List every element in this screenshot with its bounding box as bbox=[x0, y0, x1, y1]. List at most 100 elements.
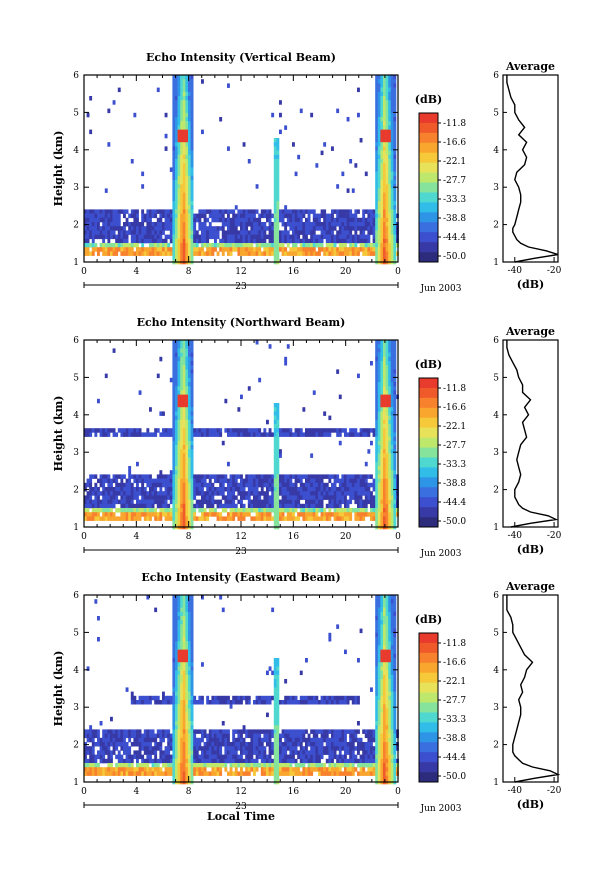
colorbar-swatch bbox=[419, 142, 438, 154]
date-label: Jun 2003 bbox=[420, 804, 462, 814]
average-y-label: 4 bbox=[493, 411, 499, 421]
x-tick-label: 8 bbox=[186, 532, 192, 542]
y-tick-label: 5 bbox=[73, 628, 79, 638]
y-axis-label: Height (km) bbox=[52, 651, 65, 727]
colorbar-label: -16.6 bbox=[443, 658, 466, 668]
day-label: 23 bbox=[235, 802, 247, 812]
colorbar-swatch bbox=[419, 202, 438, 213]
average-frame bbox=[502, 74, 559, 263]
colorbar-swatch bbox=[419, 242, 438, 253]
average-y-label: 2 bbox=[493, 741, 499, 751]
average-title: Average bbox=[505, 580, 555, 593]
average-x-axis-label: (dB) bbox=[517, 798, 544, 811]
colorbar-label: -33.3 bbox=[443, 195, 466, 205]
colorbar-swatch bbox=[419, 732, 438, 743]
colorbar-label: -33.3 bbox=[443, 460, 466, 470]
panel-2: Echo Intensity (Northward Beam) 1 2 3 4 5 6 Hei… bbox=[52, 316, 562, 559]
x-tick-label: 12 bbox=[235, 267, 246, 277]
colorbar-swatch bbox=[419, 722, 438, 733]
heatmap-cells bbox=[84, 340, 399, 530]
colorbar-label: -27.7 bbox=[443, 696, 466, 706]
average-y-label: 5 bbox=[493, 108, 499, 118]
x-tick-label: 20 bbox=[340, 532, 352, 542]
colorbar-swatch bbox=[419, 702, 438, 713]
x-tick-label: 8 bbox=[186, 267, 192, 277]
x-tick-label: 0 bbox=[395, 267, 401, 277]
colorbar-swatch bbox=[419, 182, 438, 193]
colorbar-label: -27.7 bbox=[443, 441, 466, 451]
y-tick-label: 5 bbox=[73, 373, 79, 383]
y-tick-label: 6 bbox=[73, 591, 79, 601]
average-x-label: -20 bbox=[547, 531, 562, 541]
average-x-label: -40 bbox=[508, 531, 523, 541]
x-tick-label: 20 bbox=[340, 787, 352, 797]
heatmap-cells bbox=[84, 595, 399, 785]
colorbar-swatch bbox=[419, 517, 438, 528]
y-tick-label: 2 bbox=[73, 221, 79, 231]
colorbar-swatch bbox=[419, 682, 438, 693]
y-tick-label: 6 bbox=[73, 336, 79, 346]
x-tick-label: 16 bbox=[288, 267, 300, 277]
average-frame bbox=[502, 339, 559, 528]
date-label: Jun 2003 bbox=[420, 549, 462, 559]
y-tick-label: 3 bbox=[73, 448, 79, 458]
colorbar-swatch bbox=[419, 232, 438, 243]
colorbar-swatch bbox=[419, 692, 438, 703]
colorbar-swatch bbox=[419, 487, 438, 498]
y-tick-label: 1 bbox=[73, 523, 79, 533]
average-y-label: 4 bbox=[493, 666, 499, 676]
colorbar-label: -33.3 bbox=[443, 715, 466, 725]
colorbar-swatch bbox=[419, 633, 438, 644]
x-tick-label: 4 bbox=[133, 267, 139, 277]
colorbar-swatch bbox=[419, 772, 438, 783]
colorbar-label: -38.8 bbox=[443, 214, 466, 224]
average-y-label: 6 bbox=[493, 591, 499, 601]
colorbar-swatch bbox=[419, 407, 438, 419]
average-y-label: 5 bbox=[493, 628, 499, 638]
colorbar-swatch bbox=[419, 378, 438, 389]
x-tick-label: 4 bbox=[133, 532, 139, 542]
average-y-label: 1 bbox=[493, 778, 499, 788]
y-axis-label: Height (km) bbox=[52, 396, 65, 472]
average-y-label: 6 bbox=[493, 336, 499, 346]
panel-title: Echo Intensity (Vertical Beam) bbox=[146, 51, 336, 64]
colorbar-swatch bbox=[419, 222, 438, 233]
colorbar-label: -16.6 bbox=[443, 403, 466, 413]
colorbar-swatch bbox=[419, 427, 438, 438]
x-tick-label: 0 bbox=[395, 787, 401, 797]
average-y-label: 3 bbox=[493, 183, 499, 193]
average-x-label: -40 bbox=[508, 786, 523, 796]
y-tick-label: 4 bbox=[73, 666, 79, 676]
colorbar-swatch bbox=[419, 212, 438, 223]
average-x-label: -20 bbox=[547, 786, 562, 796]
y-tick-label: 1 bbox=[73, 258, 79, 268]
colorbar-label: -50.0 bbox=[443, 517, 466, 527]
average-title: Average bbox=[505, 325, 555, 338]
y-tick-label: 2 bbox=[73, 486, 79, 496]
colorbar-label: -11.8 bbox=[443, 119, 466, 129]
x-tick-label: 0 bbox=[395, 532, 401, 542]
average-x-axis-label: (dB) bbox=[517, 278, 544, 291]
colorbar-swatch bbox=[419, 672, 438, 683]
x-tick-label: 16 bbox=[288, 787, 300, 797]
x-axis-label: Local Time bbox=[207, 810, 275, 823]
x-tick-label: 8 bbox=[186, 787, 192, 797]
colorbar-swatch bbox=[419, 652, 438, 664]
colorbar-swatch bbox=[419, 162, 438, 173]
average-y-label: 1 bbox=[493, 523, 499, 533]
colorbar-swatch bbox=[419, 417, 438, 428]
average-profile-line bbox=[506, 595, 561, 783]
colorbar-swatch bbox=[419, 122, 438, 134]
panel-1: Echo Intensity (Vertical Beam)123456Heig… bbox=[52, 51, 562, 294]
colorbar-label: -44.4 bbox=[443, 753, 466, 763]
colorbar-label: -16.6 bbox=[443, 138, 466, 148]
colorbar-label: -11.8 bbox=[443, 639, 466, 649]
y-tick-label: 3 bbox=[73, 703, 79, 713]
y-tick-label: 3 bbox=[73, 183, 79, 193]
y-axis-label: Height (km) bbox=[52, 131, 65, 207]
panel-title: Echo Intensity (Northward Beam) bbox=[137, 316, 346, 329]
average-frame bbox=[502, 594, 559, 783]
x-tick-label: 16 bbox=[288, 532, 300, 542]
x-tick-label: 20 bbox=[340, 267, 352, 277]
average-y-label: 2 bbox=[493, 486, 499, 496]
